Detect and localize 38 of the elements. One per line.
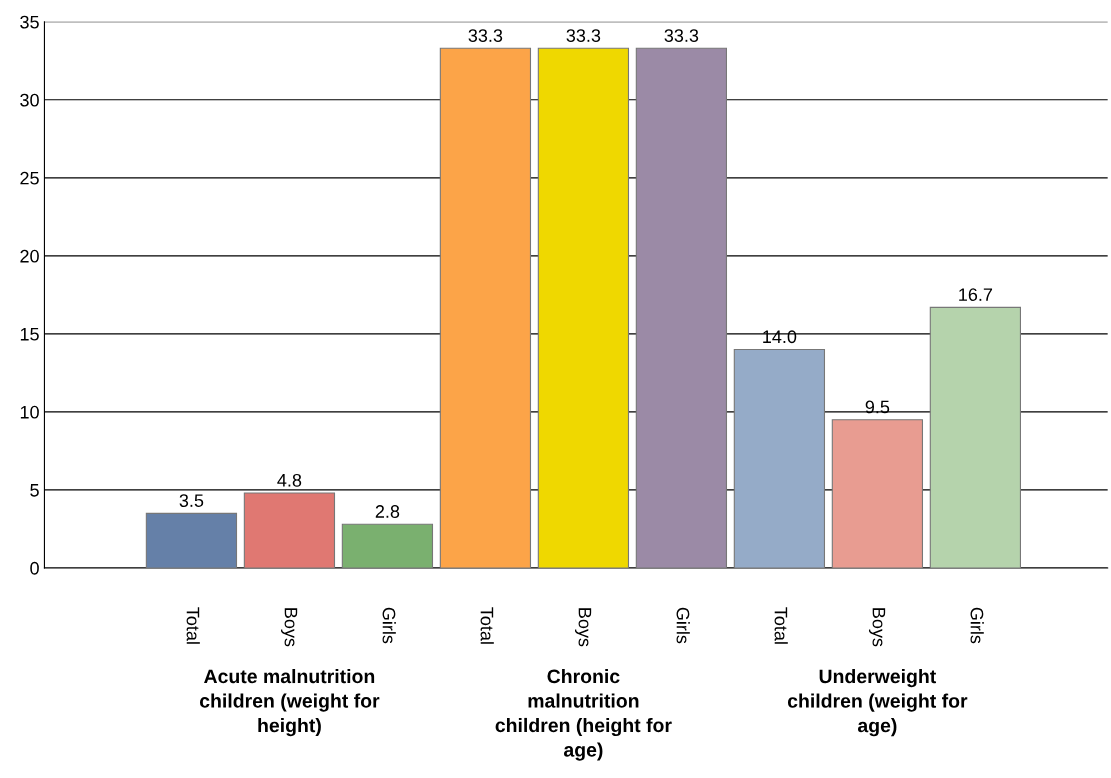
x-tick-label: Boys bbox=[868, 608, 886, 647]
data-label: 3.5 bbox=[179, 494, 204, 507]
data-label: 4.8 bbox=[277, 473, 302, 487]
x-tick-label: Girls bbox=[382, 607, 396, 644]
bar bbox=[537, 47, 630, 568]
x-tick-label: Total bbox=[774, 607, 788, 644]
bar bbox=[341, 523, 434, 568]
x-tick-label: Total bbox=[480, 607, 494, 644]
y-tick-label: 20 bbox=[20, 249, 39, 263]
bar bbox=[733, 348, 826, 568]
bar bbox=[145, 512, 238, 568]
x-tick-label: Boys bbox=[281, 608, 298, 647]
text: Acute malnutrition children (weight for height) bbox=[199, 668, 380, 737]
x-tick-label: Girls bbox=[970, 607, 984, 644]
text: Underweight children (weight for age) bbox=[787, 668, 968, 737]
y-tick-label: 5 bbox=[30, 484, 39, 497]
data-label: 33.3 bbox=[468, 29, 503, 42]
y-tick-label: 15 bbox=[20, 327, 39, 341]
bar bbox=[929, 306, 1022, 568]
bar bbox=[439, 47, 532, 568]
data-label: 33.3 bbox=[664, 29, 699, 42]
bar bbox=[831, 419, 924, 568]
y-tick-label: 25 bbox=[20, 171, 39, 185]
data-label: 9.5 bbox=[865, 400, 890, 414]
data-label: 2.8 bbox=[375, 505, 400, 518]
text: Chronic malnutrition children (height for age) bbox=[495, 668, 672, 761]
data-label: 33.3 bbox=[566, 29, 601, 42]
data-label: 16.7 bbox=[959, 288, 993, 301]
bar bbox=[635, 47, 728, 568]
data-label: 14.0 bbox=[763, 330, 797, 344]
y-tick-label: 30 bbox=[20, 93, 39, 107]
x-tick-label: Total bbox=[186, 607, 200, 644]
y-tick-label: 35 bbox=[20, 15, 39, 29]
x-tick-label: Girls bbox=[676, 607, 690, 644]
y-tick-label: 0 bbox=[30, 561, 39, 575]
x-tick-label: Boys bbox=[574, 608, 592, 647]
y-tick-label: 10 bbox=[20, 405, 39, 419]
bar bbox=[243, 492, 336, 568]
